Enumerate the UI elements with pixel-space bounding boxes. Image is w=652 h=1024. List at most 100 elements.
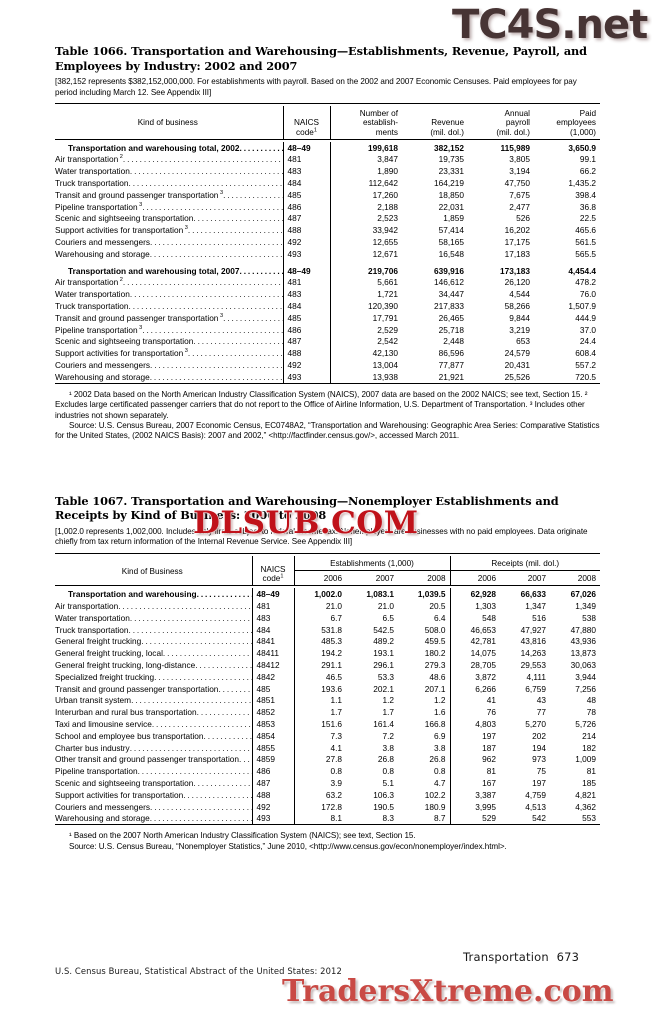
cell-paid-employees: 720.5 bbox=[575, 371, 596, 382]
cell-paid-employees: 565.5 bbox=[575, 248, 596, 259]
leader-dots: ........................................… bbox=[193, 213, 283, 224]
cell-paid-employees: 444.9 bbox=[575, 312, 596, 323]
cell-establishments-2007: 5.1 bbox=[382, 778, 394, 788]
table-row: Scenic and sightseeing transportation ..… bbox=[55, 777, 600, 789]
col-header-estab-l2: establish- bbox=[362, 118, 398, 128]
col-header-estab-2008: 2008 bbox=[427, 574, 446, 584]
cell-paid-employees: 66.2 bbox=[579, 166, 596, 177]
table-row: General freight trucking ...............… bbox=[55, 635, 600, 648]
cell-establishments-2006: 151.6 bbox=[293, 718, 346, 731]
cell-naics-code: 48–49 bbox=[282, 141, 330, 154]
row-label: Water transportation ...................… bbox=[55, 612, 252, 624]
col-header-naics-1067-sup: 1 bbox=[280, 573, 284, 580]
cell-annual-payroll: 58,266 bbox=[504, 301, 530, 312]
leader-dots: ........................................… bbox=[187, 348, 283, 359]
cell-establishments: 13,938 bbox=[329, 371, 402, 384]
cell-establishments-2006: 27.8 bbox=[293, 753, 346, 766]
cell-naics-code: 4841 bbox=[251, 635, 294, 648]
cell-naics-code: 485 bbox=[282, 312, 330, 324]
cell-receipts-2007: 973 bbox=[532, 754, 546, 765]
cell-naics-code: 488 bbox=[282, 347, 330, 360]
cell-annual-payroll: 526 bbox=[516, 213, 530, 224]
cell-establishments-2008: 6.9 bbox=[433, 730, 446, 741]
row-label: School and employee bus transportation .… bbox=[55, 730, 252, 742]
cell-establishments-2006: 1,002.0 bbox=[293, 588, 346, 601]
row-label: Transit and ground passenger transportat… bbox=[55, 312, 283, 324]
page-number: 673 bbox=[556, 950, 580, 964]
col-header-payroll-l3: (mil. dol.) bbox=[496, 127, 530, 137]
cell-naics-code: 4855 bbox=[251, 741, 294, 754]
cell-paid-employees: 24.4 bbox=[579, 336, 596, 347]
row-label: Truck transportation ...................… bbox=[55, 177, 283, 189]
cell-revenue: 57,414 bbox=[438, 225, 464, 236]
page-footer-section: Transportation 673 bbox=[463, 950, 579, 964]
cell-revenue: 86,596 bbox=[438, 348, 464, 359]
leader-dots: ........................................… bbox=[128, 301, 283, 312]
cell-receipts-2006: 3,995 bbox=[449, 800, 500, 813]
col-header-employees-l1: Paid bbox=[579, 109, 596, 118]
cell-receipts-2006: 167 bbox=[449, 777, 500, 789]
table-row: Water transportation ...................… bbox=[55, 288, 600, 301]
row-label: Taxi and limousine service .............… bbox=[55, 718, 252, 730]
table-row: Interurban and rural bus transportation … bbox=[55, 706, 600, 719]
row-label: Scenic and sightseeing transportation ..… bbox=[55, 213, 283, 225]
cell-establishments-2008: 26.8 bbox=[429, 754, 446, 765]
table-row: Pipeline transportation ................… bbox=[55, 765, 600, 778]
leader-dots: ........................................… bbox=[196, 589, 252, 600]
cell-establishments-2007: 26.8 bbox=[377, 754, 394, 765]
table-row: Specialized freight trucking ...........… bbox=[55, 671, 600, 683]
row-label-text: Pipeline transportation bbox=[55, 324, 138, 335]
cell-establishments-2007: 202.1 bbox=[373, 683, 394, 694]
cell-establishments-2007: 1,083.1 bbox=[366, 589, 394, 600]
row-label: Other transit and ground passenger trans… bbox=[55, 754, 252, 766]
cell-receipts-2006: 962 bbox=[449, 753, 500, 766]
cell-receipts-2007: 194 bbox=[532, 742, 546, 753]
row-label-text: Support activities for transportation bbox=[55, 348, 184, 359]
cell-revenue: 18,850 bbox=[438, 189, 464, 200]
cell-establishments: 13,004 bbox=[329, 359, 402, 372]
cell-establishments-2008: 3.8 bbox=[433, 742, 446, 753]
cell-paid-employees: 398.4 bbox=[575, 189, 596, 200]
leader-dots: ........................................… bbox=[137, 766, 252, 777]
row-label-text: Pipeline transportation bbox=[55, 201, 138, 212]
row-label-text: Scenic and sightseeing transportation bbox=[55, 778, 194, 788]
cell-establishments: 42,130 bbox=[329, 347, 402, 360]
table-1067-source: Source: U.S. Census Bureau, “Nonemployer… bbox=[69, 841, 507, 851]
leader-dots: ........................................… bbox=[131, 695, 252, 706]
cell-receipts-2006: 3,872 bbox=[449, 671, 500, 683]
cell-revenue: 19,735 bbox=[438, 154, 464, 165]
leader-dots: ........................................… bbox=[239, 754, 252, 765]
cell-establishments-2008: 166.8 bbox=[424, 719, 446, 730]
row-label-text: Support activities for transportation bbox=[55, 225, 184, 236]
row-label: Couriers and messengers ................… bbox=[55, 801, 252, 813]
cell-receipts-2006: 76 bbox=[449, 706, 500, 719]
leader-dots: ........................................… bbox=[128, 624, 252, 635]
cell-receipts-2006: 41 bbox=[449, 694, 500, 707]
cell-revenue: 164,219 bbox=[434, 178, 464, 189]
cell-receipts-2008: 5,726 bbox=[575, 719, 596, 730]
cell-paid-employees: 561.5 bbox=[575, 237, 596, 248]
cell-establishments-2006: 63.2 bbox=[293, 789, 346, 801]
table-row: Transportation and warehousing total, 20… bbox=[55, 141, 600, 154]
cell-annual-payroll: 47,750 bbox=[504, 178, 530, 189]
col-group-receipts: Receipts (mil. dol.) bbox=[449, 555, 600, 572]
cell-annual-payroll: 17,175 bbox=[504, 237, 530, 248]
cell-establishments-2007: 8.3 bbox=[382, 813, 394, 824]
col-header-employees-l2: employees bbox=[556, 118, 596, 128]
row-label-footnote-marker: 2 bbox=[118, 154, 123, 161]
row-label: Pipeline transportation 3 ..............… bbox=[55, 201, 283, 213]
cell-receipts-2008: 538 bbox=[582, 612, 596, 623]
cell-annual-payroll: 26,120 bbox=[504, 277, 530, 288]
table-row: Couriers and messengers ................… bbox=[55, 800, 600, 813]
cell-establishments: 219,706 bbox=[329, 264, 402, 277]
cell-receipts-2007: 202 bbox=[532, 730, 546, 741]
cell-naics-code: 487 bbox=[282, 212, 330, 225]
watermark-top: TC4S.net bbox=[452, 2, 648, 48]
cell-establishments-2006: 46.5 bbox=[293, 671, 346, 683]
leader-dots: ........................................… bbox=[154, 671, 252, 682]
leader-dots: ........................................… bbox=[162, 648, 252, 659]
cell-receipts-2008: 67,026 bbox=[570, 589, 596, 600]
cell-establishments-2008: 6.4 bbox=[433, 612, 446, 623]
cell-naics-code: 4852 bbox=[251, 706, 294, 719]
cell-naics-code: 4854 bbox=[251, 730, 294, 742]
